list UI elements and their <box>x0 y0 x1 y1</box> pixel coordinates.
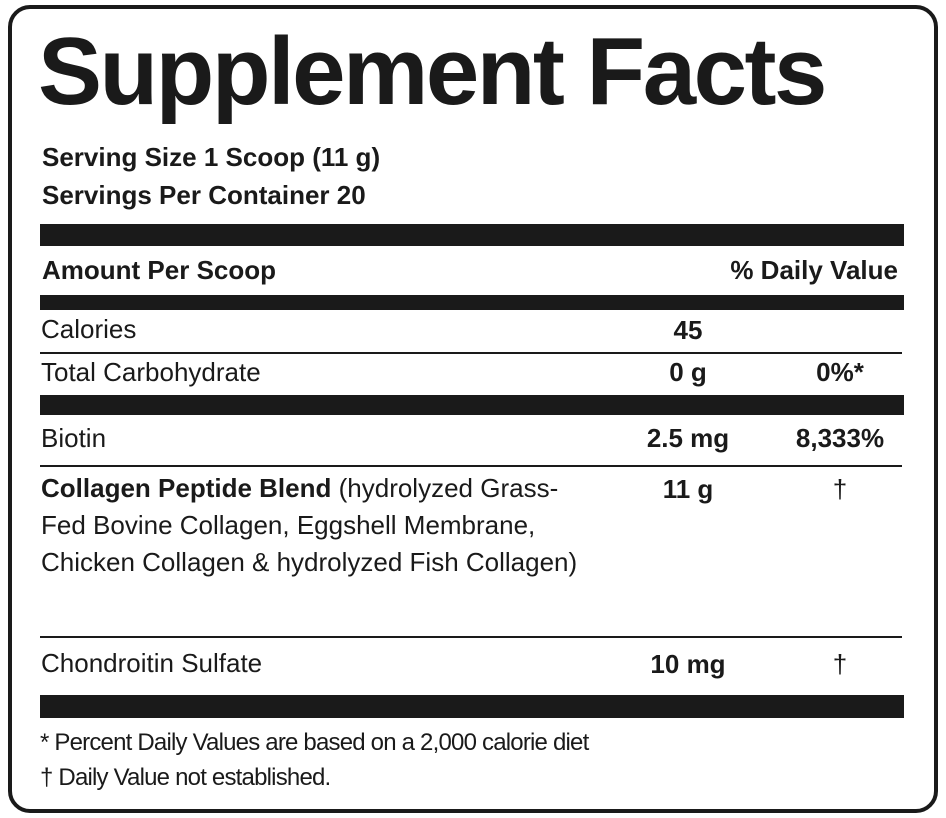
divider-bar <box>40 395 904 415</box>
divider-line <box>40 352 902 354</box>
nutrient-name: Chondroitin Sulfate <box>41 648 263 678</box>
header-amount: Amount Per Scoop <box>42 255 277 285</box>
blend-text: Collagen Peptide Blend (hydrolyzed Grass… <box>41 470 601 581</box>
title: Supplement Facts <box>38 18 827 125</box>
label-border <box>8 5 938 813</box>
nutrient-amount: 11 g <box>662 474 714 504</box>
nutrient-daily-value: † <box>832 649 848 679</box>
footnote: † Daily Value not established. <box>40 764 331 791</box>
blend-description: (hydrolyzed Grass-Fed Bovine Collagen, E… <box>41 473 578 577</box>
nutrient-amount: 0 g <box>669 357 707 387</box>
nutrient-amount: 45 <box>673 315 703 345</box>
nutrient-daily-value: † <box>832 474 848 504</box>
divider-bar <box>40 695 904 718</box>
nutrient-name: Calories <box>41 314 137 344</box>
nutrient-daily-value: 8,333% <box>795 423 885 453</box>
nutrient-amount: 10 mg <box>650 649 726 679</box>
footnote: * Percent Daily Values are based on a 2,… <box>40 729 589 756</box>
divider-bar <box>40 295 904 310</box>
serving-size: Serving Size 1 Scoop (11 g) <box>42 142 381 172</box>
header-daily-value: % Daily Value <box>730 255 898 285</box>
nutrient-amount: 2.5 mg <box>646 423 730 453</box>
divider-line <box>40 465 902 467</box>
nutrient-name: Total Carbohydrate <box>41 357 261 387</box>
divider-bar <box>40 224 904 246</box>
nutrient-name: Collagen Peptide Blend <box>41 473 332 503</box>
divider-line <box>40 636 902 638</box>
nutrient-name: Biotin <box>41 423 107 453</box>
nutrient-daily-value: 0%* <box>816 357 864 387</box>
servings-per-container: Servings Per Container 20 <box>42 180 366 210</box>
